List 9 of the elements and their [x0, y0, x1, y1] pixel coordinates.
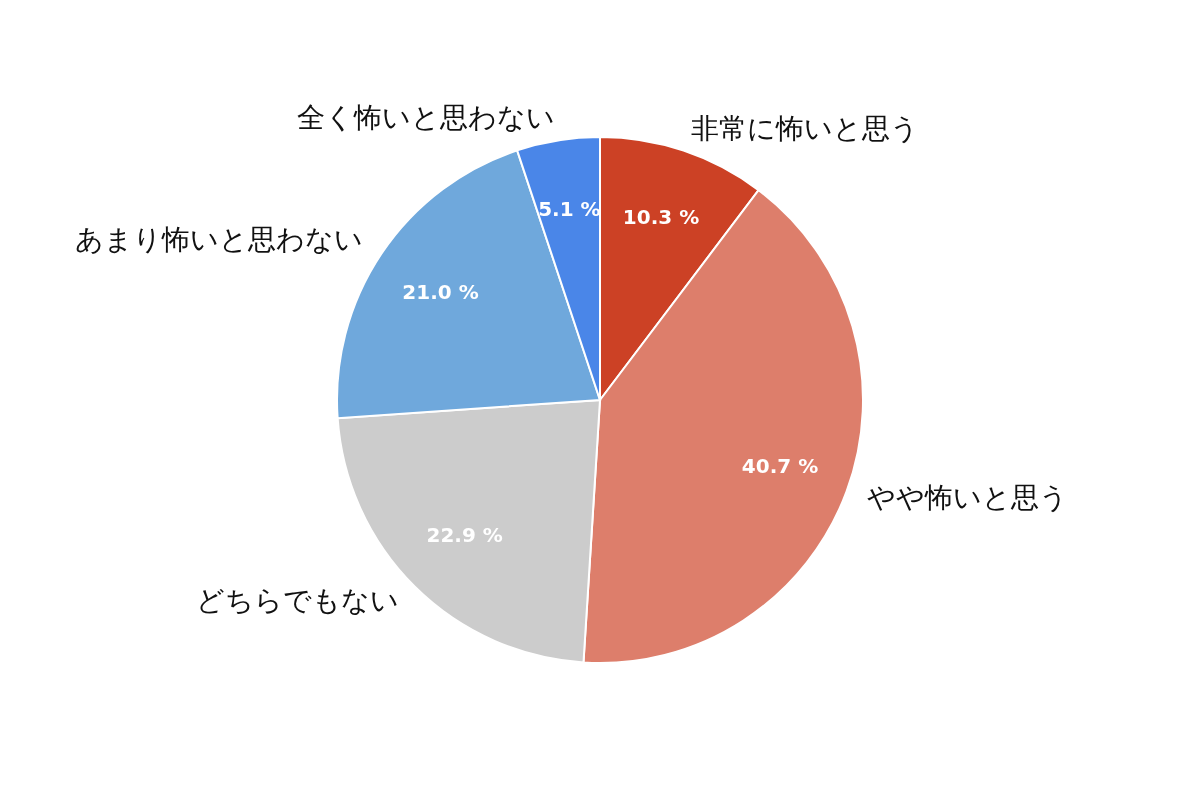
slice-label: どちらでもない	[196, 584, 400, 618]
slice-label: やや怖いと思う	[867, 481, 1069, 515]
data-label: 10.3 %	[622, 204, 700, 229]
data-label: 21.0 %	[402, 280, 479, 305]
slice-label: あまり怖いと思わない	[75, 223, 364, 257]
data-label: 40.7 %	[741, 453, 819, 478]
slice-label: 全く怖いと思わない	[296, 100, 555, 134]
data-label: 5.1 %	[538, 197, 601, 222]
slice-label: 非常に怖いと思う	[690, 111, 919, 145]
